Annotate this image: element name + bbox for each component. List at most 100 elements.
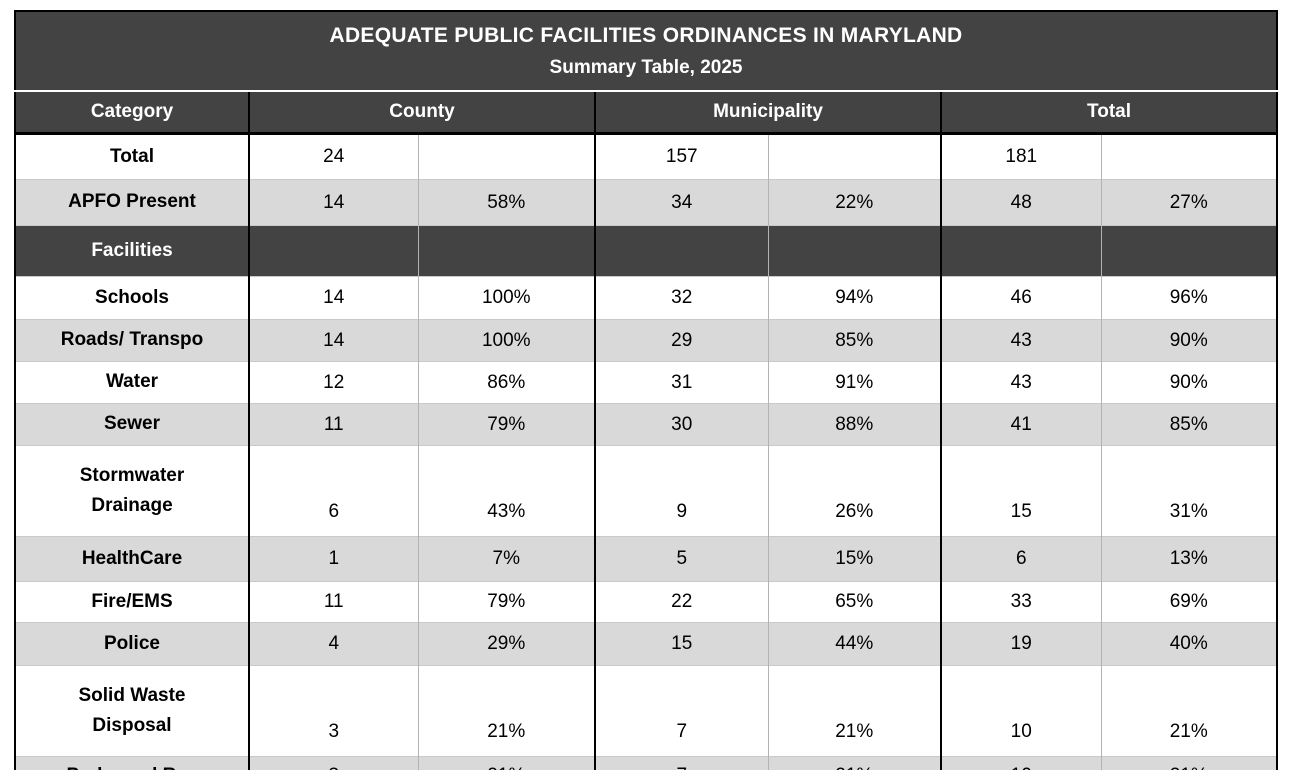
cell-county-count: 11: [248, 581, 418, 623]
cell-municipality-pct: 88%: [767, 403, 941, 446]
cell-total-count: 48: [940, 179, 1101, 226]
cell-county-count: 3: [248, 756, 418, 770]
cell-municipality-pct: 65%: [767, 581, 941, 623]
cell-total-pct: 85%: [1100, 403, 1278, 446]
table-title-cell: ADEQUATE PUBLIC FACILITIES ORDINANCES IN…: [15, 11, 1278, 92]
cell-county-count: 14: [248, 179, 418, 226]
cell-municipality-pct: 94%: [767, 276, 941, 320]
column-header-total: Total: [939, 91, 1278, 135]
cell-total-pct: 21%: [1100, 756, 1278, 770]
cell-total-count: 33: [940, 581, 1101, 623]
cell-municipality-count: 22: [594, 581, 768, 623]
cell-county-count: 11: [248, 403, 418, 446]
cell-municipality-pct: [767, 133, 941, 180]
cell-municipality-pct: 44%: [767, 622, 941, 666]
cell-municipality-count: 157: [594, 133, 768, 180]
apfo-summary-table: ADEQUATE PUBLIC FACILITIES ORDINANCES IN…: [14, 10, 1279, 770]
row-label: Police: [15, 622, 249, 666]
cell-total-count: 10: [940, 756, 1101, 770]
empty-cell: [248, 225, 418, 277]
cell-county-pct: 86%: [417, 361, 595, 404]
section-row-facilities: Facilities: [15, 225, 1278, 277]
cell-county-pct: [417, 133, 595, 180]
cell-county-count: 24: [248, 133, 418, 180]
empty-cell: [594, 225, 768, 277]
cell-total-pct: 13%: [1100, 536, 1278, 582]
cell-county-pct: 100%: [417, 319, 595, 362]
table-subtitle: Summary Table, 2025: [549, 56, 743, 78]
table-row-police: Police 4 29% 15 44% 19 40%: [15, 622, 1278, 666]
cell-total-pct: 40%: [1100, 622, 1278, 666]
cell-municipality-count: 5: [594, 536, 768, 582]
cell-county-count: 14: [248, 319, 418, 362]
cell-total-pct: 69%: [1100, 581, 1278, 623]
row-label: HealthCare: [15, 536, 249, 582]
cell-total-pct: 27%: [1100, 179, 1278, 226]
cell-total-count: 41: [940, 403, 1101, 446]
cell-municipality-pct: 85%: [767, 319, 941, 362]
cell-county-count: 6: [248, 445, 418, 537]
cell-municipality-pct: 22%: [767, 179, 941, 226]
cell-county-pct: 100%: [417, 276, 595, 320]
cell-county-count: 14: [248, 276, 418, 320]
cell-total-count: 19: [940, 622, 1101, 666]
row-label: Schools: [15, 276, 249, 320]
table-row-sewer: Sewer 11 79% 30 88% 41 85%: [15, 403, 1278, 446]
title-row: ADEQUATE PUBLIC FACILITIES ORDINANCES IN…: [15, 11, 1278, 92]
table-title: ADEQUATE PUBLIC FACILITIES ORDINANCES IN…: [329, 23, 963, 47]
cell-county-count: 3: [248, 665, 418, 757]
cell-county-pct: 7%: [417, 536, 595, 582]
row-label: Fire/EMS: [15, 581, 249, 623]
cell-total-count: 15: [940, 445, 1101, 537]
column-header-category: Category: [15, 91, 249, 135]
table-row-roads-transpo: Roads/ Transpo 14 100% 29 85% 43 90%: [15, 319, 1278, 362]
empty-cell: [417, 225, 595, 277]
empty-cell: [1100, 225, 1278, 277]
row-label: Solid Waste Disposal: [15, 665, 249, 757]
table-row-total: Total 24 157 181: [15, 133, 1278, 180]
cell-total-count: 10: [940, 665, 1101, 757]
table-row-water: Water 12 86% 31 91% 43 90%: [15, 361, 1278, 404]
cell-county-pct: 43%: [417, 445, 595, 537]
cell-total-pct: 96%: [1100, 276, 1278, 320]
cell-county-count: 4: [248, 622, 418, 666]
cell-county-pct: 29%: [417, 622, 595, 666]
column-header-municipality: Municipality: [594, 91, 941, 135]
row-label: Roads/ Transpo: [15, 319, 249, 362]
cell-county-pct: 58%: [417, 179, 595, 226]
cell-county-pct: 79%: [417, 581, 595, 623]
row-label: Sewer: [15, 403, 249, 446]
row-label: Total: [15, 133, 249, 180]
column-header-row: Category County Municipality Total: [15, 91, 1278, 135]
cell-municipality-pct: 91%: [767, 361, 941, 404]
cell-total-pct: 90%: [1100, 319, 1278, 362]
cell-municipality-count: 32: [594, 276, 768, 320]
cell-municipality-count: 31: [594, 361, 768, 404]
cell-county-count: 12: [248, 361, 418, 404]
table-row-schools: Schools 14 100% 32 94% 46 96%: [15, 276, 1278, 320]
cell-total-count: 43: [940, 319, 1101, 362]
cell-municipality-count: 29: [594, 319, 768, 362]
cell-municipality-count: 34: [594, 179, 768, 226]
cell-municipality-count: 7: [594, 756, 768, 770]
cell-municipality-pct: 21%: [767, 665, 941, 757]
row-label: Parks and Rec: [15, 756, 249, 770]
cell-total-count: 6: [940, 536, 1101, 582]
empty-cell: [767, 225, 941, 277]
cell-municipality-pct: 26%: [767, 445, 941, 537]
cell-total-pct: [1100, 133, 1278, 180]
table-row-stormwater-drainage: Stormwater Drainage 6 43% 9 26% 15 31%: [15, 445, 1278, 537]
row-label: Stormwater Drainage: [15, 445, 249, 537]
table-row-apfo-present: APFO Present 14 58% 34 22% 48 27%: [15, 179, 1278, 226]
cell-total-count: 46: [940, 276, 1101, 320]
table-row-solid-waste-disposal: Solid Waste Disposal 3 21% 7 21% 10 21%: [15, 665, 1278, 757]
cell-total-pct: 31%: [1100, 445, 1278, 537]
cell-county-pct: 21%: [417, 665, 595, 757]
cell-total-pct: 90%: [1100, 361, 1278, 404]
cell-county-pct: 79%: [417, 403, 595, 446]
cell-municipality-count: 30: [594, 403, 768, 446]
table-row-parks-and-rec: Parks and Rec 3 21% 7 21% 10 21%: [15, 756, 1278, 770]
cell-total-pct: 21%: [1100, 665, 1278, 757]
cell-total-count: 181: [940, 133, 1101, 180]
